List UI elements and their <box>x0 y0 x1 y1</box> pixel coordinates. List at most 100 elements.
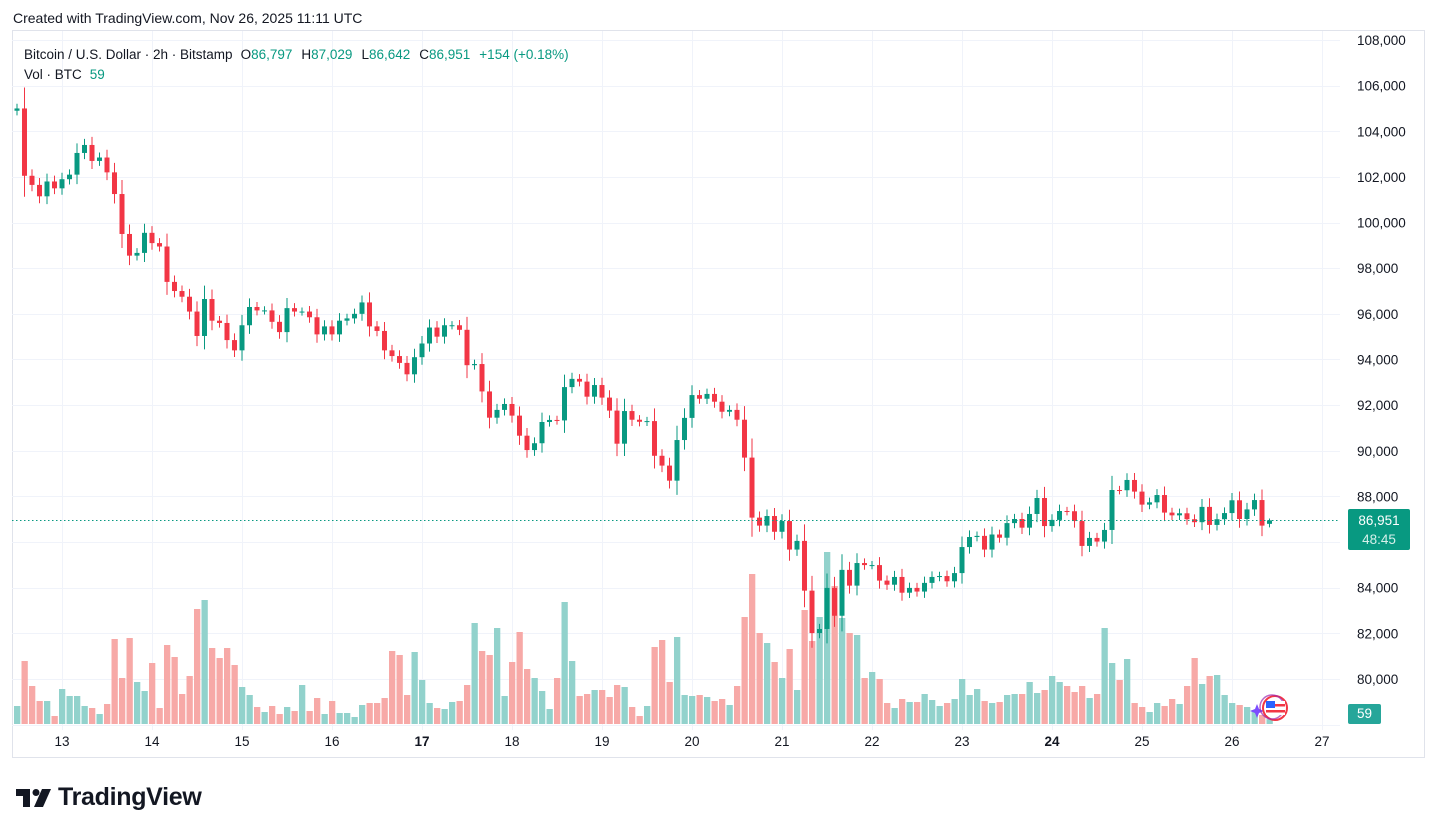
volume-bar <box>1019 694 1026 724</box>
volume-bar <box>164 645 171 724</box>
volume-bar <box>126 638 133 724</box>
volume-bar <box>261 712 268 724</box>
time-tick-label: 19 <box>594 734 609 749</box>
volume-bar <box>336 713 343 724</box>
candle <box>779 514 785 539</box>
candle-body <box>1162 495 1167 513</box>
candle-body <box>389 350 395 357</box>
candle <box>914 582 920 597</box>
volume-bar <box>696 695 703 724</box>
price-tick-label: 102,000 <box>1357 170 1406 185</box>
volume-bar <box>104 704 111 724</box>
volume-bar <box>569 661 576 724</box>
candle-body <box>1169 512 1175 516</box>
candle-body <box>502 403 507 410</box>
candle-body <box>517 415 522 436</box>
volume-bar <box>621 687 628 724</box>
candle <box>682 408 687 450</box>
candle <box>592 378 597 404</box>
candle <box>149 226 155 250</box>
candle <box>539 412 545 453</box>
volume-bar <box>861 678 868 724</box>
volume-bar <box>936 706 943 724</box>
candle-body <box>292 308 297 312</box>
volume-bar <box>404 695 411 724</box>
candle-body <box>172 281 177 292</box>
candle-body <box>974 535 980 538</box>
volume-bar <box>1109 663 1116 724</box>
volume-bar <box>524 669 531 724</box>
candle-body <box>869 565 875 567</box>
volume-bar <box>1094 694 1101 724</box>
candle-body <box>1004 523 1010 538</box>
candle-body <box>74 152 80 175</box>
time-tick-label: 17 <box>414 734 429 749</box>
volume-bar <box>779 678 786 724</box>
price-tick-label: 84,000 <box>1357 581 1398 596</box>
volume-bar <box>186 676 193 724</box>
candle <box>232 333 237 358</box>
time-tick-label: 24 <box>1044 734 1060 749</box>
candle <box>884 575 890 590</box>
candle-body <box>847 569 852 586</box>
candle-body <box>157 243 162 247</box>
volume-label[interactable]: Vol · BTC <box>24 67 82 82</box>
candle <box>1117 485 1122 495</box>
candle <box>817 623 822 639</box>
candle <box>97 152 102 166</box>
volume-bar <box>239 687 246 724</box>
candle-body <box>1267 520 1272 524</box>
volume-bar <box>554 678 561 724</box>
volume-bar <box>501 696 508 724</box>
close-value: 86,951 <box>429 47 471 62</box>
candle <box>967 530 972 554</box>
volume-bar <box>449 702 456 724</box>
candle-body <box>689 395 695 418</box>
low-label: L <box>361 47 369 62</box>
candle-body <box>1147 502 1152 505</box>
volume-bar <box>434 708 441 724</box>
candle <box>82 138 87 160</box>
candle <box>689 385 695 428</box>
candle <box>524 427 530 458</box>
candle-body <box>1192 519 1197 523</box>
candle <box>269 303 275 329</box>
candle <box>1252 493 1257 516</box>
candle-body <box>644 421 650 423</box>
candle <box>67 169 72 185</box>
candle-body <box>952 573 957 582</box>
candle <box>584 373 590 405</box>
candle <box>1049 514 1055 532</box>
volume-bar <box>1034 693 1041 724</box>
candle-body <box>82 144 87 153</box>
candle-body <box>944 576 950 582</box>
volume-bar <box>606 697 613 724</box>
symbol-description[interactable]: Bitcoin / U.S. Dollar · 2h · Bitstamp <box>24 47 233 62</box>
candle-body <box>269 310 275 322</box>
candle <box>382 321 387 360</box>
candle <box>674 425 680 495</box>
volume-bar <box>179 694 186 724</box>
candle <box>247 298 252 334</box>
candle <box>217 316 222 328</box>
candle <box>172 275 177 298</box>
volume-bar <box>741 617 748 724</box>
candle-body <box>44 181 50 197</box>
candle-body <box>472 364 477 366</box>
candle-body <box>262 310 267 312</box>
volume-bar <box>509 662 516 724</box>
candle-body <box>224 322 230 341</box>
candle-body <box>1049 519 1055 527</box>
candle <box>164 233 170 295</box>
tradingview-logo[interactable]: TradingView <box>16 783 202 812</box>
candle <box>847 561 852 594</box>
candle-body <box>614 410 620 444</box>
candle-body <box>1184 513 1190 520</box>
change-value: +154 (+0.18%) <box>479 47 569 62</box>
candle-body <box>487 391 492 418</box>
volume-bar <box>284 707 291 724</box>
candle <box>997 529 1002 543</box>
candle-body <box>29 175 35 185</box>
close-label: C <box>419 47 429 62</box>
